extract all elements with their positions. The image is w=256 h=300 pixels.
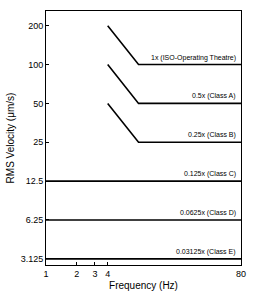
svg-text:100: 100	[28, 60, 43, 70]
svg-text:80: 80	[236, 269, 246, 279]
svg-text:200: 200	[28, 21, 43, 31]
svg-text:4: 4	[105, 269, 110, 279]
svg-text:RMS Velocity (μm/s): RMS Velocity (μm/s)	[5, 93, 16, 184]
svg-text:2: 2	[74, 269, 79, 279]
svg-text:0.03125x (Class E): 0.03125x (Class E)	[176, 248, 236, 256]
svg-text:12.5: 12.5	[26, 176, 44, 186]
svg-text:50: 50	[33, 99, 43, 109]
svg-text:0.25x (Class B): 0.25x (Class B)	[188, 131, 236, 139]
svg-text:0.125x (Class C): 0.125x (Class C)	[184, 170, 236, 178]
svg-text:3.125: 3.125	[21, 254, 44, 264]
svg-text:1: 1	[43, 269, 48, 279]
svg-text:25: 25	[33, 137, 43, 147]
svg-text:0.5x (Class A): 0.5x (Class A)	[192, 92, 236, 100]
svg-text:1x (ISO-Operating Theatre): 1x (ISO-Operating Theatre)	[151, 54, 236, 62]
svg-text:6.25: 6.25	[26, 215, 44, 225]
svg-text:3: 3	[92, 269, 97, 279]
svg-text:Frequency (Hz): Frequency (Hz)	[109, 280, 178, 291]
svg-text:0.0625x (Class D): 0.0625x (Class D)	[180, 209, 236, 217]
